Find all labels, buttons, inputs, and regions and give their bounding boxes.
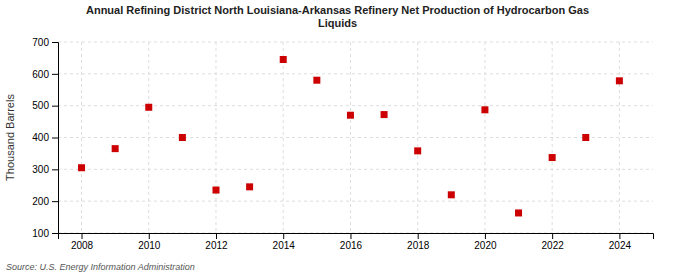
y-axis-tick-label: 100 [32, 228, 49, 239]
x-axis: 2008 2010 2012 2014 2016 2018 2020 2022 2024 [59, 233, 654, 251]
x-axis-tick-label: 2014 [273, 240, 296, 251]
point [549, 154, 556, 161]
y-axis-tick-mark [52, 138, 58, 139]
point [145, 104, 152, 111]
x-axis-tick-mark [350, 233, 351, 239]
x-axis-tick-mark [149, 233, 150, 239]
points [78, 56, 623, 216]
y-axis-tick: 700 [32, 37, 58, 48]
point [582, 134, 589, 141]
title-line: Annual Refining District North Louisiana… [86, 4, 589, 16]
x-axis-tick-mark [418, 233, 419, 239]
x-axis-tick-label: 2008 [71, 240, 94, 251]
x-axis-tick-mark [619, 233, 620, 239]
point [381, 111, 388, 118]
y-axis-tick-label: 500 [32, 100, 49, 111]
source-note: Source: U.S. Energy Information Administ… [6, 262, 195, 272]
y-axis-tick: 300 [32, 164, 58, 175]
y-axis-tick-mark [52, 42, 58, 43]
y-axis-tick-label: 200 [32, 196, 49, 207]
x-axis-tick: 2018 [407, 233, 430, 251]
x-axis-tick-label: 2020 [474, 240, 497, 251]
y-axis-tick: 100 [32, 228, 58, 239]
title: Annual Refining District North Louisiana… [86, 4, 589, 29]
plot: 2008 2010 2012 2014 2016 2018 2020 2022 2024 100 2… [32, 37, 653, 251]
y-axis-tick-mark [52, 233, 58, 234]
x-axis-tick: 2008 [71, 233, 94, 251]
y-axis: 100 200 300 400 500 600 700 [32, 37, 58, 239]
grid-line-y [58, 42, 653, 43]
x-axis-tick-mark [216, 233, 217, 239]
y-axis-tick-label: 700 [32, 37, 49, 48]
grid-line-x [81, 42, 82, 233]
grid-line-x [350, 42, 351, 233]
x-axis-tick-label: 2012 [205, 240, 228, 251]
y-axis-tick: 400 [32, 132, 58, 143]
x-axis-tick: 2010 [138, 233, 161, 251]
x-axis-tick-mark [283, 233, 284, 239]
y-axis-tick-label: 400 [32, 132, 49, 143]
y-axis-tick: 500 [32, 100, 58, 111]
x-axis-tick-mark [485, 233, 486, 239]
point [414, 147, 421, 154]
point [515, 209, 522, 216]
grid-line-y [58, 137, 653, 138]
x-axis-tick-mark [82, 233, 83, 239]
point [448, 191, 455, 198]
y-axis-tick-mark [52, 201, 58, 202]
point [112, 145, 119, 152]
x-axis-tick-label: 2022 [542, 240, 565, 251]
x-axis-tick: 2022 [542, 233, 565, 251]
grid-line-y [58, 169, 653, 170]
point [313, 77, 320, 84]
point [246, 183, 253, 190]
grid [58, 42, 653, 233]
point [78, 164, 85, 171]
y-axis-line [52, 43, 59, 234]
x-axis-tick-label: 2018 [407, 240, 430, 251]
y-axis-tick: 200 [32, 196, 58, 207]
chart: Annual Refining District North Louisiana… [0, 0, 675, 275]
x-axis-tick-label: 2024 [609, 240, 632, 251]
y-axis-tick-label: 300 [32, 164, 49, 175]
point [616, 77, 623, 84]
grid-line-y [58, 201, 653, 202]
x-axis-tick: 2020 [474, 233, 497, 251]
x-axis-tick: 2024 [609, 233, 632, 251]
y-axis-tick: 600 [32, 69, 58, 80]
y-axis-tick-mark [52, 106, 58, 107]
x-axis-line [59, 234, 654, 240]
x-axis-tick-mark [552, 233, 553, 239]
grid-line-y [58, 73, 653, 74]
point [347, 112, 354, 119]
y-axis-tick-mark [52, 169, 58, 170]
y-axis-tick-mark [52, 74, 58, 75]
x-axis-tick: 2014 [273, 233, 296, 251]
x-axis-tick: 2012 [205, 233, 228, 251]
point [179, 134, 186, 141]
point [212, 187, 219, 194]
y-axis-title: Thousand Barrels [4, 94, 16, 181]
x-axis-tick-label: 2010 [138, 240, 161, 251]
x-axis-tick-label: 2016 [340, 240, 363, 251]
title-line: Liquids [318, 17, 357, 29]
point [481, 106, 488, 113]
point [280, 56, 287, 63]
y-axis-tick-label: 600 [32, 69, 49, 80]
x-axis-tick: 2016 [340, 233, 363, 251]
grid-line-x [619, 42, 620, 233]
